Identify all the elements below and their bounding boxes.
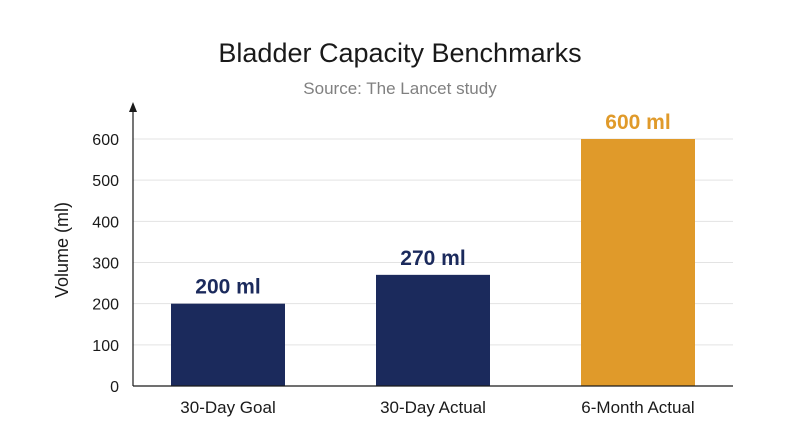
bar-30-day-goal <box>171 303 285 386</box>
y-tick-label: 200 <box>92 297 119 314</box>
chart-subtitle: Source: The Lancet study <box>303 79 497 98</box>
x-axis-ticks: 30-Day Goal 30-Day Actual 6-Month Actual <box>180 398 694 417</box>
data-label: 200 ml <box>195 276 260 299</box>
bar-30-day-actual <box>376 274 490 386</box>
chart-title: Bladder Capacity Benchmarks <box>218 38 581 68</box>
y-axis-ticks: 0 100 200 300 400 500 600 <box>92 132 119 396</box>
y-tick-label: 400 <box>92 214 119 231</box>
bar-6-month-actual <box>581 139 695 386</box>
data-label: 270 ml <box>400 247 465 270</box>
y-axis-arrow-icon <box>129 102 137 112</box>
y-tick-label: 100 <box>92 338 119 355</box>
y-tick-label: 300 <box>92 256 119 273</box>
data-labels: 200 ml 270 ml 600 ml <box>195 111 670 299</box>
y-tick-label: 500 <box>92 173 119 190</box>
x-tick-label: 6-Month Actual <box>581 398 694 417</box>
x-tick-label: 30-Day Actual <box>380 398 486 417</box>
y-tick-label: 0 <box>110 379 119 396</box>
x-tick-label: 30-Day Goal <box>180 398 275 417</box>
data-label: 600 ml <box>605 111 670 134</box>
y-axis-label: Volume (ml) <box>52 202 72 298</box>
bars <box>171 139 695 386</box>
y-tick-label: 600 <box>92 132 119 149</box>
